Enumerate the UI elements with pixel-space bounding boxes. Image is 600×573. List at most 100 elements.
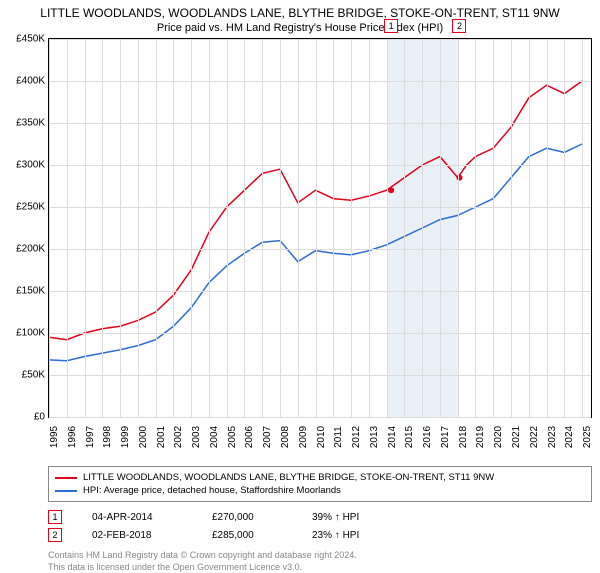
gridline-h [49, 333, 591, 334]
x-axis-label: 2007 [262, 426, 273, 448]
y-axis-label: £350K [16, 118, 45, 129]
legend-label: LITTLE WOODLANDS, WOODLANDS LANE, BLYTHE… [83, 472, 494, 483]
gridline-h [49, 291, 591, 292]
y-axis-label: £150K [16, 286, 45, 297]
gridline-v [156, 39, 157, 417]
gridline-h [49, 165, 591, 166]
legend: LITTLE WOODLANDS, WOODLANDS LANE, BLYTHE… [48, 466, 592, 502]
x-axis-label: 2004 [209, 426, 220, 448]
x-axis-label: 1995 [49, 426, 60, 448]
legend-label: HPI: Average price, detached house, Staf… [83, 485, 341, 496]
sale-row: 202-FEB-2018£285,00023% ↑ HPI [48, 526, 592, 544]
sale-row: 104-APR-2014£270,00039% ↑ HPI [48, 508, 592, 526]
gridline-v [369, 39, 370, 417]
sale-price: £270,000 [212, 512, 282, 523]
x-axis-label: 2023 [547, 426, 558, 448]
gridline-v [67, 39, 68, 417]
x-axis-label: 2013 [369, 426, 380, 448]
y-axis-label: £0 [34, 412, 45, 423]
gridline-v [511, 39, 512, 417]
gridline-v [582, 39, 583, 417]
y-axis-label: £400K [16, 76, 45, 87]
gridline-v [475, 39, 476, 417]
footer-line: This data is licensed under the Open Gov… [48, 562, 592, 573]
y-axis-label: £100K [16, 328, 45, 339]
x-axis-label: 1998 [102, 426, 113, 448]
sale-marker-dot [388, 187, 394, 193]
gridline-h [49, 417, 591, 418]
x-axis-label: 1999 [120, 426, 131, 448]
sale-row-marker: 1 [48, 510, 62, 524]
sales-table: 104-APR-2014£270,00039% ↑ HPI202-FEB-201… [48, 508, 592, 544]
gridline-h [49, 207, 591, 208]
x-axis-label: 2006 [244, 426, 255, 448]
chart-lines [49, 39, 591, 417]
chart-subtitle: Price paid vs. HM Land Registry's House … [0, 20, 600, 38]
chart-plot-area: £0£50K£100K£150K£200K£250K£300K£350K£400… [48, 38, 592, 418]
gridline-v [440, 39, 441, 417]
gridline-v [493, 39, 494, 417]
sale-price: £285,000 [212, 530, 282, 541]
gridline-h [49, 81, 591, 82]
x-axis-label: 2024 [564, 426, 575, 448]
gridline-v [547, 39, 548, 417]
gridline-h [49, 123, 591, 124]
gridline-h [49, 375, 591, 376]
x-axis-label: 2015 [404, 426, 415, 448]
x-axis-label: 2012 [351, 426, 362, 448]
chart-title: LITTLE WOODLANDS, WOODLANDS LANE, BLYTHE… [0, 0, 600, 20]
gridline-v [422, 39, 423, 417]
gridline-v [404, 39, 405, 417]
x-axis-label: 2016 [422, 426, 433, 448]
gridline-v [191, 39, 192, 417]
y-axis-label: £50K [22, 370, 45, 381]
x-axis-label: 2005 [227, 426, 238, 448]
x-axis-label: 2002 [173, 426, 184, 448]
x-axis-label: 2000 [138, 426, 149, 448]
gridline-v [173, 39, 174, 417]
x-axis-label: 2018 [458, 426, 469, 448]
gridline-v [49, 39, 50, 417]
gridline-v [316, 39, 317, 417]
x-axis-label: 2025 [582, 426, 593, 448]
footer-attribution: Contains HM Land Registry data © Crown c… [48, 550, 592, 573]
x-axis-label: 2022 [529, 426, 540, 448]
sale-row-marker: 2 [48, 528, 62, 542]
y-axis-label: £200K [16, 244, 45, 255]
x-axis-label: 2008 [280, 426, 291, 448]
gridline-v [262, 39, 263, 417]
x-axis-label: 2003 [191, 426, 202, 448]
sale-marker-flag: 1 [384, 19, 398, 33]
legend-swatch [55, 490, 77, 492]
gridline-v [102, 39, 103, 417]
y-axis-label: £300K [16, 160, 45, 171]
x-axis-label: 2001 [156, 426, 167, 448]
x-axis-label: 2021 [511, 426, 522, 448]
x-axis-label: 2010 [316, 426, 327, 448]
x-axis-label: 1996 [67, 426, 78, 448]
x-axis-label: 2020 [493, 426, 504, 448]
gridline-v [244, 39, 245, 417]
gridline-v [120, 39, 121, 417]
x-axis-label: 2017 [440, 426, 451, 448]
sale-marker-flag: 2 [452, 19, 466, 33]
sale-date: 04-APR-2014 [92, 512, 182, 523]
gridline-v [85, 39, 86, 417]
x-axis-label: 2009 [298, 426, 309, 448]
gridline-v [351, 39, 352, 417]
x-axis-label: 2014 [387, 426, 398, 448]
gridline-v [227, 39, 228, 417]
gridline-v [529, 39, 530, 417]
gridline-h [49, 39, 591, 40]
gridline-v [209, 39, 210, 417]
gridline-v [458, 39, 459, 417]
y-axis-label: £450K [16, 34, 45, 45]
gridline-v [333, 39, 334, 417]
gridline-v [387, 39, 388, 417]
legend-row: HPI: Average price, detached house, Staf… [55, 484, 585, 497]
y-axis-label: £250K [16, 202, 45, 213]
legend-row: LITTLE WOODLANDS, WOODLANDS LANE, BLYTHE… [55, 471, 585, 484]
gridline-v [298, 39, 299, 417]
x-axis-label: 1997 [85, 426, 96, 448]
gridline-v [280, 39, 281, 417]
